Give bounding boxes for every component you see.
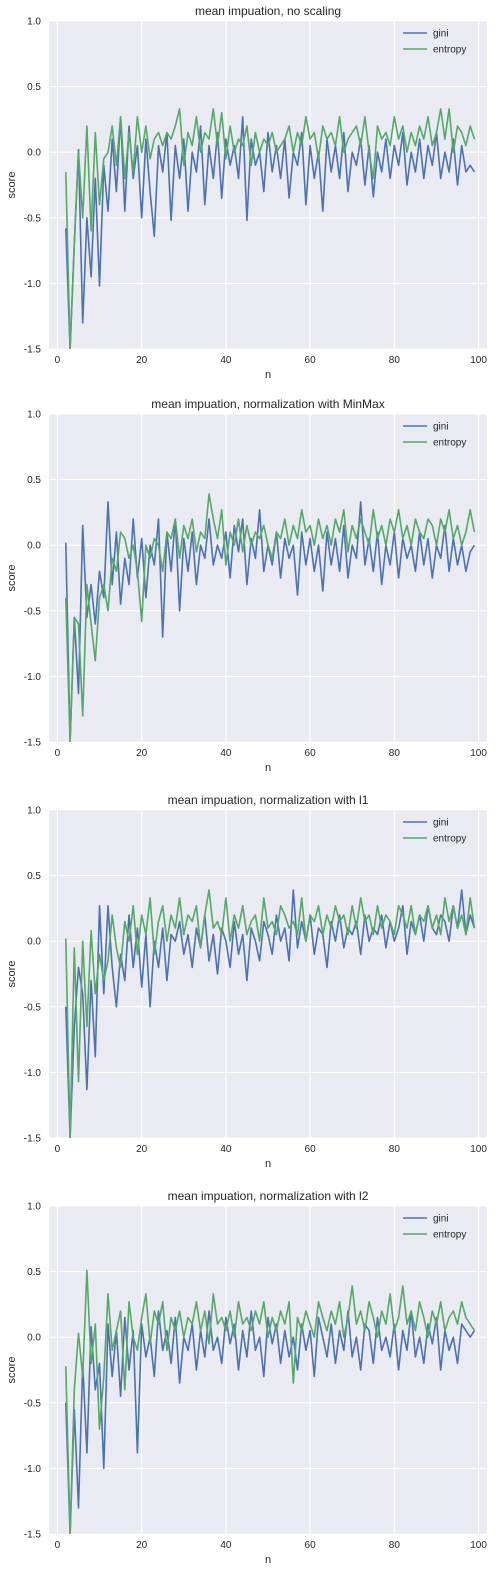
x-tick-label: 40: [220, 1144, 232, 1155]
series-group: [65, 493, 476, 742]
legend-label-entropy: entropy: [433, 834, 466, 845]
series-line-entropy: [65, 493, 476, 742]
x-tick-label: 100: [470, 1540, 487, 1551]
y-tick-label: -0.5: [24, 213, 42, 224]
y-tick-label: 0.5: [27, 82, 41, 93]
series-line-gini: [65, 501, 476, 742]
plot-area: [49, 21, 487, 349]
plot-area: [49, 810, 487, 1138]
y-tick-label: -0.5: [24, 1002, 42, 1013]
x-tick-label: 60: [305, 355, 317, 366]
x-tick-label: 100: [470, 748, 487, 759]
legend-label-gini: gini: [433, 29, 449, 40]
y-tick-label: 0.5: [27, 475, 41, 486]
y-tick-label: 1.0: [27, 806, 41, 817]
chart-title: mean impuation, no scaling: [195, 4, 341, 18]
x-tick-label: 0: [55, 1144, 61, 1155]
legend-label-gini: gini: [433, 818, 449, 829]
y-tick-label: 0.0: [27, 937, 41, 948]
y-tick-label: 1.0: [27, 410, 41, 421]
x-tick-label: 0: [55, 748, 61, 759]
y-axis-label: score: [6, 1357, 18, 1384]
x-tick-label: 40: [220, 1540, 232, 1551]
series-line-gini: [65, 116, 476, 349]
y-tick-label: 1.0: [27, 1202, 41, 1213]
x-tick-label: 80: [389, 1144, 401, 1155]
legend-label-entropy: entropy: [433, 438, 466, 449]
x-tick-label: 40: [220, 355, 232, 366]
chart-4: 0 20 40 60 80 100 -1.5 -1.0 -0.5 0.0 0.5 1.0 mean im…: [6, 1189, 487, 1566]
y-tick-label: -1.5: [24, 1530, 42, 1541]
series-line-entropy: [65, 1269, 476, 1534]
chart-1: 0 20 40 60 80 100 -1.5 -1.0 -0.5 0.0 0.5 1.0 mean im…: [6, 4, 487, 381]
x-tick-label: 80: [389, 748, 401, 759]
x-axis-label: n: [265, 762, 271, 774]
y-tick-label: -0.5: [24, 606, 42, 617]
x-tick-label: 100: [470, 355, 487, 366]
chart-title: mean impuation, normalization with l1: [168, 793, 369, 807]
x-tick-label: 80: [389, 355, 401, 366]
y-tick-label: 0.0: [27, 1333, 41, 1344]
x-tick-label: 0: [55, 1540, 61, 1551]
x-tick-label: 40: [220, 748, 232, 759]
y-tick-label: 0.5: [27, 1267, 41, 1278]
series-line-entropy: [65, 108, 476, 349]
y-tick-label: -1.0: [24, 1068, 42, 1079]
chart-title: mean impuation, normalization with l2: [168, 1189, 369, 1203]
chart-3: 0 20 40 60 80 100 -1.5 -1.0 -0.5 0.0 0.5 1.0 mean im…: [6, 793, 487, 1170]
y-tick-label: -1.5: [24, 1134, 42, 1145]
y-axis-label: score: [6, 565, 18, 592]
chart-title: mean impuation, normalization with MinMa…: [151, 397, 384, 411]
series-line-entropy: [65, 889, 476, 1138]
x-tick-label: 60: [305, 1144, 317, 1155]
legend-label-gini: gini: [433, 1214, 449, 1225]
chart-2: 0 20 40 60 80 100 -1.5 -1.0 -0.5 0.0 0.5 1.0 mean im…: [6, 397, 487, 774]
series-line-gini: [65, 889, 476, 1138]
y-tick-label: -1.5: [24, 345, 42, 356]
series-group: [65, 1269, 476, 1534]
x-tick-label: 20: [136, 1144, 148, 1155]
y-tick-label: 0.0: [27, 148, 41, 159]
y-axis-label: score: [6, 961, 18, 988]
y-tick-label: -1.5: [24, 738, 42, 749]
x-tick-label: 20: [136, 1540, 148, 1551]
plot-area: [49, 1206, 487, 1534]
x-tick-label: 60: [305, 748, 317, 759]
legend-label-entropy: entropy: [433, 45, 466, 56]
series-group: [65, 108, 476, 349]
legend-label-entropy: entropy: [433, 1230, 466, 1241]
x-tick-label: 100: [470, 1144, 487, 1155]
x-tick-label: 20: [136, 748, 148, 759]
y-tick-label: -1.0: [24, 672, 42, 683]
plot-area: [49, 414, 487, 742]
x-tick-label: 0: [55, 355, 61, 366]
legend-label-gini: gini: [433, 422, 449, 433]
y-tick-label: -1.0: [24, 279, 42, 290]
x-axis-label: n: [265, 369, 271, 381]
x-tick-label: 80: [389, 1540, 401, 1551]
y-tick-label: -1.0: [24, 1464, 42, 1475]
x-tick-label: 20: [136, 355, 148, 366]
y-tick-label: 0.5: [27, 871, 41, 882]
y-tick-label: 1.0: [27, 17, 41, 28]
x-axis-label: n: [265, 1158, 271, 1170]
y-axis-label: score: [6, 172, 18, 199]
y-tick-label: -0.5: [24, 1398, 42, 1409]
x-axis-label: n: [265, 1554, 271, 1566]
x-tick-label: 60: [305, 1540, 317, 1551]
series-group: [65, 889, 476, 1138]
y-tick-label: 0.0: [27, 541, 41, 552]
